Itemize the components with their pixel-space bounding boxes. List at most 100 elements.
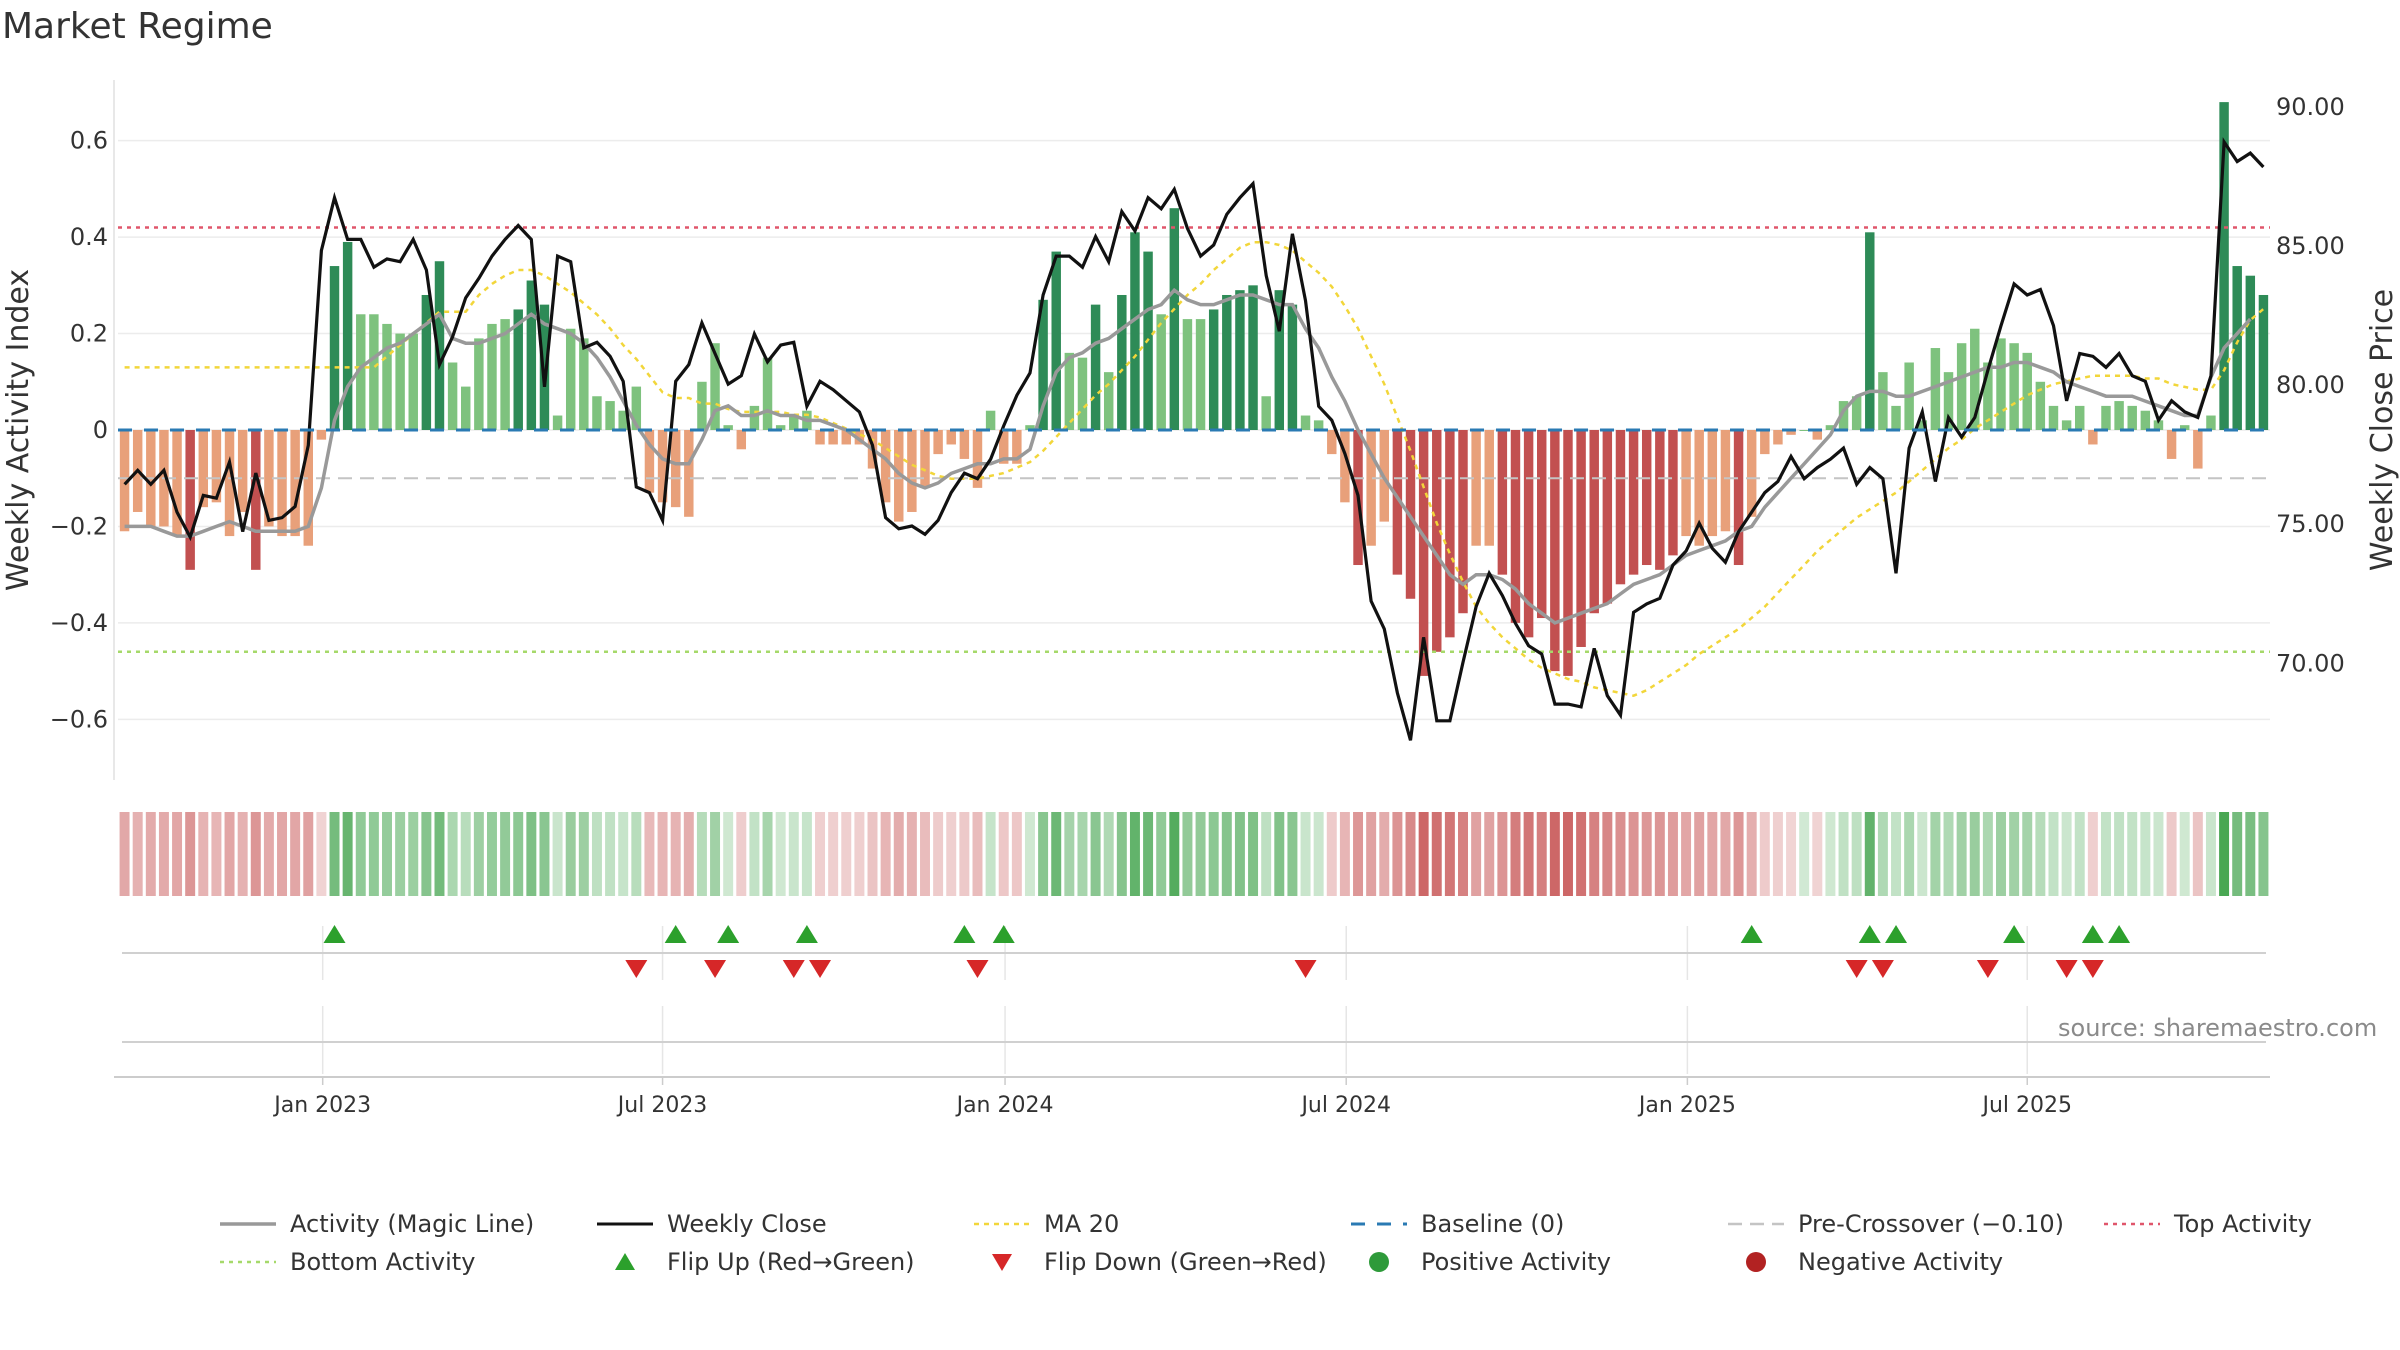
zone-cell [867, 812, 878, 896]
zone-cell [2074, 812, 2085, 896]
activity-bar [198, 430, 209, 508]
zone-cell [2219, 812, 2230, 896]
activity-bar [1392, 430, 1403, 575]
zone-cell [1248, 812, 1259, 896]
y-left-tick-label: −0.2 [50, 512, 108, 540]
y-left-tick-label: 0.2 [70, 320, 108, 348]
zone-cell [263, 812, 274, 896]
zone-cell [1077, 812, 1088, 896]
activity-bar [2127, 405, 2137, 430]
activity-bar [959, 430, 970, 459]
legend-swatch-top [2104, 1222, 2160, 1226]
activity-bar [1327, 430, 1337, 455]
activity-bar [1891, 405, 1901, 430]
zone-cell [1261, 812, 1272, 896]
zone-cell [1812, 812, 1823, 896]
zone-cell [513, 812, 524, 896]
regime-zone-strip [119, 812, 2269, 896]
zone-cell [1982, 812, 1993, 896]
activity-bar [1195, 319, 1206, 430]
x-tick-label: Jul 2023 [616, 1093, 708, 1118]
legend-swatch-flipdown [992, 1254, 1012, 1271]
zone-cell [657, 812, 668, 896]
y-right-tick-label: 85.00 [2276, 232, 2345, 260]
zone-cell [920, 812, 930, 896]
activity-bar [841, 430, 851, 445]
zone-cell [1681, 812, 1692, 896]
activity-bar [2088, 430, 2098, 445]
activity-bar [1077, 357, 1088, 430]
activity-bar [2101, 405, 2111, 430]
zone-cell [1392, 812, 1403, 896]
zone-cell [801, 812, 812, 896]
zone-cell [775, 812, 786, 896]
activity-bar [474, 338, 484, 430]
activity-bar [1720, 430, 1731, 532]
activity-bar [1051, 251, 1061, 430]
zone-cell [1759, 812, 1770, 896]
activity-bar [1235, 290, 1245, 430]
zone-cell [670, 812, 681, 896]
activity-bar [1287, 304, 1298, 430]
activity-bar [1996, 338, 2006, 430]
flip-down-marker [1976, 960, 1999, 978]
zone-cell [1366, 812, 1377, 896]
zone-cell [1523, 812, 1534, 896]
zone-cell [473, 812, 484, 896]
activity-bar [2048, 405, 2059, 430]
zone-cell [1129, 812, 1140, 896]
y-left-tick-label: −0.4 [50, 609, 108, 637]
activity-bar [2245, 275, 2256, 430]
zone-cell [2035, 812, 2046, 896]
flip-down-marker [704, 960, 727, 978]
activity-bar [2232, 266, 2242, 430]
activity-bar [1300, 415, 1311, 430]
legend-label: MA 20 [1044, 1210, 1120, 1238]
activity-bar [1589, 430, 1599, 614]
activity-bar [828, 430, 838, 445]
zone-cell [2166, 812, 2177, 896]
activity-bar [618, 410, 628, 430]
activity-bar [1484, 430, 1494, 546]
zone-cell [683, 812, 694, 896]
flip-up-marker [2003, 925, 2026, 943]
zone-cell [1024, 812, 1035, 896]
legend-item-flipup: Flip Up (Red→Green) [593, 1244, 915, 1280]
activity-bar [789, 415, 799, 430]
activity-bar [2022, 352, 2032, 430]
flip-down-marker [1871, 960, 1894, 978]
zone-cell [893, 812, 904, 896]
source-credit: source: sharemaestro.com [2058, 1014, 2378, 1042]
zone-cell [1733, 812, 1744, 896]
legend-item-close: Weekly Close [593, 1206, 827, 1242]
activity-bar [211, 430, 222, 503]
activity-bar [172, 430, 182, 537]
zone-cell [1405, 812, 1416, 896]
activity-bar [185, 430, 195, 570]
legend-swatch-flipup [615, 1253, 635, 1270]
zone-cell [631, 812, 642, 896]
flip-up-marker [1740, 925, 1763, 943]
activity-bar [1917, 420, 1927, 430]
zone-cell [460, 812, 471, 896]
activity-bar [1261, 396, 1271, 430]
legend-item-activity: Activity (Magic Line) [216, 1206, 534, 1242]
zone-cell [316, 812, 327, 896]
activity-bar [710, 343, 720, 430]
activity-bar [2258, 294, 2269, 430]
activity-bar [224, 430, 235, 537]
activity-bar [1038, 299, 1048, 430]
activity-bar [1471, 430, 1481, 546]
activity-bar [2166, 430, 2177, 459]
activity-bar [644, 430, 655, 493]
legend-swatch-bottom [220, 1260, 276, 1264]
activity-bar [1970, 328, 1980, 430]
activity-bar [749, 405, 760, 430]
activity-bar [2153, 420, 2164, 430]
activity-bar [880, 430, 891, 503]
axes: 0.6 0.4 0.2 0 −0.2 −0.4 −0.6 90.00 85.00 80.00 75.… [1, 80, 2400, 1118]
zone-cell [2009, 812, 2020, 896]
flip-down-marker [809, 960, 832, 978]
activity-bar [920, 430, 930, 488]
flip-down-marker [1294, 960, 1317, 978]
